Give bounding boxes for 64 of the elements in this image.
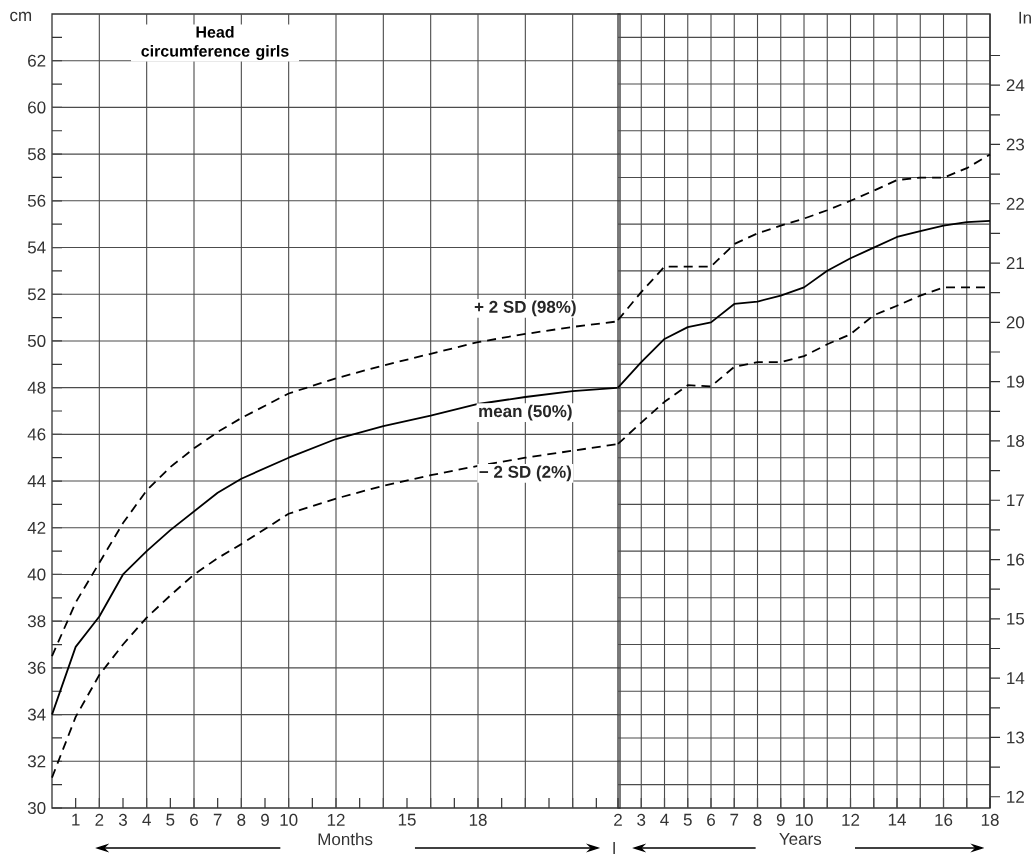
x-tick-label: 14 xyxy=(888,813,906,826)
x-tick-label: 3 xyxy=(118,813,127,826)
x-tick-label: 16 xyxy=(935,813,953,826)
series-label: − 2 SD (2%) xyxy=(479,465,571,482)
y2-tick-label: 22 xyxy=(1006,197,1024,210)
y-tick-label: 62 xyxy=(28,54,46,67)
x-tick-label: 5 xyxy=(166,813,175,826)
y-tick-label: 56 xyxy=(27,194,46,207)
y-tick-label: 46 xyxy=(27,428,46,441)
x-tick-label: 12 xyxy=(842,813,860,826)
x-tick-label: 5 xyxy=(683,813,692,826)
text: Head circumference girls xyxy=(141,26,289,60)
y-tick-label: 34 xyxy=(27,708,46,721)
x-tick-label: 12 xyxy=(327,813,345,826)
x-tick-label: 9 xyxy=(261,813,269,826)
y2-tick-label: 12 xyxy=(1007,790,1024,803)
x-tick-label: 15 xyxy=(398,813,416,826)
series-label: + 2 SD (98%) xyxy=(474,300,576,317)
x-tick-label: 2 xyxy=(95,813,104,826)
y2-tick-label: 17 xyxy=(1007,494,1024,507)
x-tick-label: 3 xyxy=(637,813,646,826)
y-tick-label: 58 xyxy=(27,148,46,161)
y-tick-label: 48 xyxy=(27,381,46,394)
y-tick-label: 52 xyxy=(27,288,46,301)
x-tick-label: 8 xyxy=(753,813,762,826)
y2-tick-label: 13 xyxy=(1007,731,1025,744)
x-axis-title: Months xyxy=(318,832,373,846)
y-axis-title: cm xyxy=(10,11,32,22)
y2-tick-label: 19 xyxy=(1007,375,1024,388)
y2-tick-label: 24 xyxy=(1006,79,1025,92)
x-tick-label: 6 xyxy=(190,813,198,826)
x-tick-label: 10 xyxy=(280,813,298,826)
y-tick-label: 60 xyxy=(28,101,46,114)
y2-tick-label: 20 xyxy=(1006,316,1025,329)
x-tick-label: 1 xyxy=(72,813,80,826)
y-tick-label: 50 xyxy=(27,334,46,347)
x-tick-label: 18 xyxy=(469,813,487,826)
series-label: mean (50%) xyxy=(479,404,572,421)
x-tick-label: 7 xyxy=(730,813,739,826)
y-tick-label: 42 xyxy=(27,521,46,534)
y2-tick-label: 15 xyxy=(1007,612,1025,625)
x-tick-label: 4 xyxy=(142,813,151,826)
x-tick-label: 6 xyxy=(707,813,715,826)
x-tick-label: 9 xyxy=(776,813,785,826)
x-axis-title: Years xyxy=(779,833,822,845)
x-tick-label: 18 xyxy=(981,813,999,826)
y2-tick-label: 23 xyxy=(1006,138,1025,151)
y2-tick-label: 16 xyxy=(1007,553,1025,566)
x-tick-label: 4 xyxy=(660,813,669,826)
y2-tick-label: 21 xyxy=(1006,257,1024,269)
y-tick-label: 54 xyxy=(27,241,46,254)
y2-axis-title: In xyxy=(1019,11,1031,24)
y2-tick-label: 14 xyxy=(1007,672,1025,684)
y2-tick-label: 18 xyxy=(1007,434,1025,447)
y-tick-label: 30 xyxy=(27,801,46,815)
y-tick-label: 36 xyxy=(27,661,46,674)
x-tick-label: 7 xyxy=(213,813,222,826)
y-tick-label: 40 xyxy=(27,568,46,581)
x-tick-label: 10 xyxy=(795,813,813,826)
x-tick-label: 2 xyxy=(614,813,622,826)
y-tick-label: 32 xyxy=(27,755,46,768)
y-tick-label: 44 xyxy=(27,475,46,487)
y-tick-label: 38 xyxy=(27,615,46,628)
x-tick-label: 8 xyxy=(237,813,246,826)
